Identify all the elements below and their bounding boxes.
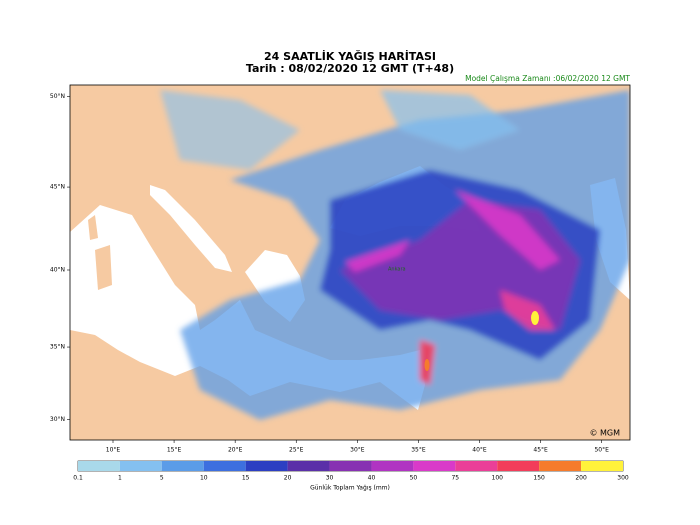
colorbar-swatch — [329, 461, 372, 471]
lon-tick-label: 45°E — [533, 447, 548, 454]
colorbar-label: 20 — [284, 475, 292, 482]
credit: © MGM — [589, 429, 620, 438]
colorbar-swatch — [78, 461, 120, 471]
colorbar-label: 5 — [160, 475, 164, 482]
colorbar-swatch — [119, 461, 162, 471]
colorbar-swatch — [581, 461, 623, 471]
colorbar-label: 75 — [451, 475, 459, 482]
colorbar-swatch — [497, 461, 540, 471]
colorbar-swatch — [371, 461, 414, 471]
lon-tick-label: 15°E — [167, 447, 182, 454]
colorbar-swatch — [413, 461, 456, 471]
precip-max — [531, 311, 539, 325]
map: Ankara © MGM — [70, 85, 630, 440]
lon-tick-label: 35°E — [411, 447, 426, 454]
lat-tick-label: 40°N — [50, 267, 65, 274]
colorbar-label: 10 — [200, 475, 208, 482]
colorbar-label: 50 — [410, 475, 418, 482]
colorbar-label: 15 — [242, 475, 250, 482]
lon-tick-label: 25°E — [289, 447, 304, 454]
map-frame — [69, 84, 631, 441]
colorbar-swatch — [161, 461, 204, 471]
model-run: Model Çalışma Zamanı :06/02/2020 12 GMT — [465, 74, 630, 83]
lat-tick-label: 35°N — [50, 344, 65, 351]
lat-tick-label: 45°N — [50, 184, 65, 191]
colorbar-swatch — [203, 461, 246, 471]
colorbar-label: 30 — [326, 475, 334, 482]
lon-tick-label: 30°E — [350, 447, 365, 454]
title: 24 SAATLİK YAĞIŞ HARİTASI — [264, 49, 436, 63]
colorbar-label: 200 — [575, 475, 587, 482]
lat-tick-label: 30°N — [50, 416, 65, 423]
colorbar-swatch — [287, 461, 330, 471]
colorbar-label: 0.1 — [73, 475, 83, 482]
colorbar-label: 300 — [617, 475, 629, 482]
precip-max — [424, 359, 430, 371]
precipitation — [160, 90, 630, 420]
colorbar-swatch — [455, 461, 498, 471]
lon-tick-label: 20°E — [228, 447, 243, 454]
colorbar-label: 40 — [368, 475, 376, 482]
colorbar-swatch — [245, 461, 288, 471]
subtitle: Tarih : 08/02/2020 12 GMT (T+48) — [246, 62, 454, 75]
lat-tick-label: 50°N — [50, 93, 65, 100]
lon-tick-label: 50°E — [594, 447, 609, 454]
lon-tick-label: 40°E — [472, 447, 487, 454]
colorbar-swatch — [539, 461, 582, 471]
colorbar-label: 150 — [533, 475, 545, 482]
colorbar-label: 1 — [118, 475, 122, 482]
colorbar-title: Günlük Toplam Yağış (mm) — [310, 485, 390, 492]
lon-tick-label: 10°E — [106, 447, 121, 454]
place-label: Ankara — [388, 267, 406, 273]
colorbar-label: 100 — [492, 475, 504, 482]
